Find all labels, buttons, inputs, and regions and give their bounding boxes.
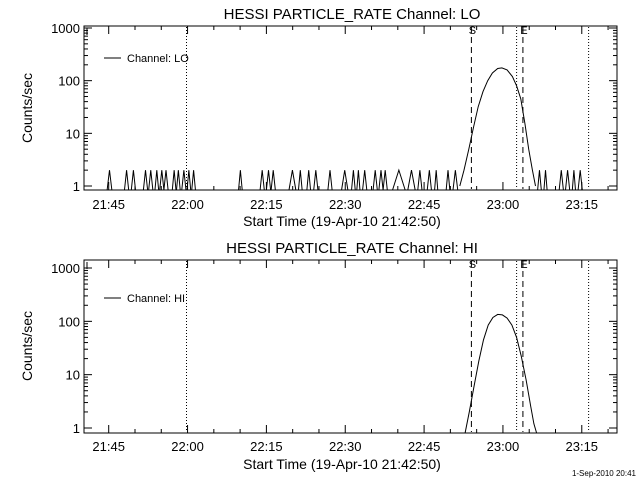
count-spike (313, 170, 319, 191)
x-tick-label: 23:15 (566, 439, 599, 454)
count-spike (142, 170, 149, 191)
y-tick-label: 1 (73, 421, 80, 436)
marker-label: S (469, 259, 476, 271)
chart-panel-hi: HESSI PARTICLE_RATE Channel: HI Counts/s… (19, 240, 618, 472)
legend-label: Channel: LO (127, 53, 189, 65)
count-spike (327, 170, 333, 191)
x-axis-label: Start Time (19-Apr-10 21:42:50) (243, 213, 441, 229)
y-tick-label: 10 (66, 368, 80, 383)
count-spike (159, 170, 165, 191)
count-spike (238, 170, 243, 191)
chart-panel-lo: HESSI PARTICLE_RATE Channel: LO Counts/s… (19, 6, 618, 229)
y-tick-label: 10 (66, 126, 80, 141)
marker-label: S (469, 25, 476, 37)
plot-area (83, 25, 618, 191)
count-spike (378, 170, 384, 191)
x-axis-label: Start Time (19-Apr-10 21:42:50) (243, 456, 441, 472)
count-spike (191, 170, 196, 191)
count-spike (297, 170, 303, 191)
count-spike (372, 170, 378, 191)
count-spike (445, 170, 451, 191)
count-spike (362, 170, 368, 191)
x-tick-label: 21:45 (92, 197, 125, 212)
y-tick-label: 1000 (51, 21, 80, 36)
x-tick-label: 22:15 (250, 439, 283, 454)
marker-label: E (520, 25, 527, 37)
timestamp: 1-Sep-2010 20:41 (572, 469, 637, 478)
count-spike (186, 170, 192, 191)
count-spike (356, 170, 361, 191)
count-spike (392, 168, 406, 191)
count-spike (130, 170, 137, 191)
peak-curve (459, 67, 536, 187)
legend-label: Channel: HI (127, 293, 185, 305)
x-tick-label: 22:00 (171, 197, 204, 212)
x-tick-label: 22:30 (329, 439, 362, 454)
x-tick-label: 23:00 (487, 197, 520, 212)
count-spike (452, 170, 459, 191)
count-spike (171, 170, 177, 191)
count-spike (265, 170, 272, 191)
count-spike (106, 170, 113, 191)
x-tick-label: 22:15 (250, 197, 283, 212)
x-tick-label: 22:45 (408, 197, 441, 212)
count-spike (382, 170, 388, 191)
y-tick-label: 1000 (51, 261, 80, 276)
count-spike (537, 170, 542, 191)
count-spike (270, 170, 276, 191)
x-tick-label: 21:45 (92, 439, 125, 454)
count-spike (426, 170, 432, 191)
chart-title: HESSI PARTICLE_RATE Channel: LO (224, 6, 481, 23)
count-spike (288, 170, 297, 191)
marker-label: E (520, 259, 527, 271)
count-spike (176, 170, 181, 191)
peak-curve (464, 313, 538, 434)
x-tick-label: 22:45 (408, 439, 441, 454)
count-spike (407, 170, 416, 191)
y-tick-label: 100 (58, 314, 80, 329)
x-tick-label: 22:00 (171, 439, 204, 454)
chart-title: HESSI PARTICLE_RATE Channel: HI (226, 240, 478, 257)
count-spike (341, 170, 349, 191)
count-spike (163, 170, 169, 191)
x-tick-label: 23:15 (566, 197, 599, 212)
x-tick-label: 22:30 (329, 197, 362, 212)
count-spike (543, 170, 548, 191)
y-axis-label: Counts/sec (19, 73, 35, 143)
count-spike (154, 170, 160, 191)
y-tick-label: 100 (58, 74, 80, 89)
count-spike (306, 170, 312, 191)
count-spike (558, 170, 564, 191)
count-spike (259, 170, 265, 191)
y-tick-label: 1 (73, 179, 80, 194)
count-spike (123, 170, 130, 191)
count-spike (417, 170, 423, 191)
count-spike (434, 170, 439, 191)
plot-area (83, 259, 618, 434)
count-spike (571, 170, 576, 191)
y-axis-label: Counts/sec (19, 311, 35, 381)
count-spike (181, 170, 187, 191)
count-spike (564, 170, 571, 191)
count-spike (148, 170, 154, 191)
count-spike (351, 170, 356, 191)
x-tick-label: 23:00 (487, 439, 520, 454)
count-spike (577, 170, 583, 191)
